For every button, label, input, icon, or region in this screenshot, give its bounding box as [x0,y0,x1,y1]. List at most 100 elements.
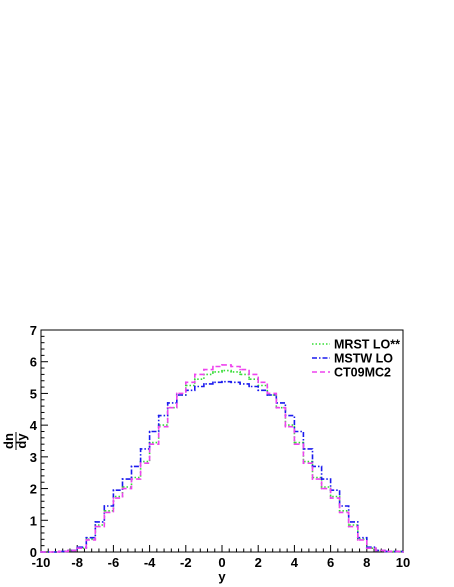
series-3-point-9 [130,478,133,480]
series-2-point-18 [212,381,214,384]
series-3-point-34 [356,539,359,541]
series-1-point-16 [193,378,196,381]
series-3-point-10 [139,462,142,465]
x-tick-label-1: -8 [71,555,83,570]
axes-layer: -10 -8 -6 -4 -2 0 2 4 6 8 10 0 1 2 3 4 5 6 7 [30,323,410,570]
x-tick-label-10: 10 [396,555,410,570]
series-1-point-33 [347,524,350,526]
y-tick-label-4: 4 [30,418,38,433]
y-tick-label-5: 5 [30,386,37,401]
y-tick-label-2: 2 [30,482,37,497]
series-3-point-31 [329,497,332,499]
legend-label-2: MSTW LO [334,352,393,366]
series-2-point-6 [103,505,106,507]
series-line-3 [41,364,404,553]
series-3-point-18 [212,365,214,368]
series-2-point-9 [130,465,133,468]
x-tick-label-7: 4 [291,555,299,570]
series-2-point-28 [302,448,305,450]
y-axis-title-top: dn [1,433,16,449]
series-3-point-28 [302,462,305,465]
series-3-point-2 [67,549,70,552]
series-2-point-24 [266,394,269,396]
x-axis-title: y [218,569,226,584]
series-3-point-24 [266,392,269,395]
series-1-point-20 [230,370,232,373]
series-3-point-26 [284,425,287,428]
series-3-point-37 [384,550,386,553]
series-3-point-22 [248,373,251,376]
series-2-point-20 [230,381,232,384]
y-tick-label-0: 0 [30,545,37,560]
series-3-point-7 [112,497,115,499]
series-3-point-35 [365,547,368,550]
y-tick-label-1: 1 [30,513,37,528]
series-1-point-21 [239,373,242,376]
series-2-point-4 [85,536,88,539]
series-1-point-18 [212,370,214,373]
series-3-point-21 [239,368,242,371]
y-tick-label-3: 3 [30,450,37,465]
series-1-point-27 [293,441,296,444]
series-2-point-30 [320,478,323,480]
series-2-point-16 [193,385,196,388]
series-3-point-5 [94,525,97,528]
legend-label-1: MRST LO** [334,338,400,352]
series-3-point-19 [221,363,223,366]
series-3-point-0 [40,551,42,553]
series-3-point-25 [275,406,278,409]
series-3-point-29 [311,478,314,480]
series-2-point-17 [203,383,205,385]
series-1-point-30 [320,486,323,488]
series-3-point-13 [166,406,169,409]
series-1-point-8 [121,486,124,488]
series-layer [40,363,404,553]
x-tick-label-5: 0 [218,555,225,570]
series-2-point-19 [221,380,223,383]
series-3-point-36 [374,549,377,552]
series-3-point-32 [338,511,341,514]
series-1-point-19 [221,369,223,372]
series-3-point-27 [293,443,296,446]
series-3-point-3 [76,547,79,550]
series-3-point-12 [157,425,160,428]
y-axis-title-bottom: dy [14,433,29,449]
series-1-point-6 [103,509,106,512]
series-2-point-21 [239,383,242,385]
series-2-point-23 [257,389,260,392]
x-tick-label-6: 2 [255,555,262,570]
x-tick-label-8: 6 [327,555,334,570]
series-2-point-11 [148,430,151,433]
series-3-point-17 [203,368,205,371]
series-3-point-11 [148,443,151,446]
series-3-point-23 [257,381,260,384]
series-3-point-8 [121,487,124,490]
x-tick-label-4: -2 [180,555,192,570]
series-2-point-7 [112,489,115,492]
series-1-point-15 [184,384,187,387]
series-3-point-33 [347,525,350,528]
y-tick-label-7: 7 [30,323,37,338]
series-1-point-22 [248,378,251,381]
series-3-point-30 [320,487,323,490]
series-3-point-16 [193,373,196,376]
series-2-point-22 [248,385,251,388]
series-3-point-14 [175,392,178,395]
y-axis-title: dn dy [1,432,29,450]
x-tick-label-2: -6 [108,555,120,570]
series-2-point-12 [157,414,160,417]
series-3-point-20 [230,365,232,368]
series-3-point-15 [184,381,187,384]
x-tick-label-0: -10 [32,555,51,570]
y-tick-label-6: 6 [30,355,37,370]
x-tick-label-3: -4 [144,555,156,570]
series-3-point-38 [402,551,404,553]
series-2-point-5 [94,520,97,523]
series-3-point-6 [103,511,106,514]
series-2-point-8 [121,478,124,480]
series-3-point-4 [85,539,88,541]
series-3-point-1 [58,550,60,553]
series-2-point-13 [166,402,169,404]
